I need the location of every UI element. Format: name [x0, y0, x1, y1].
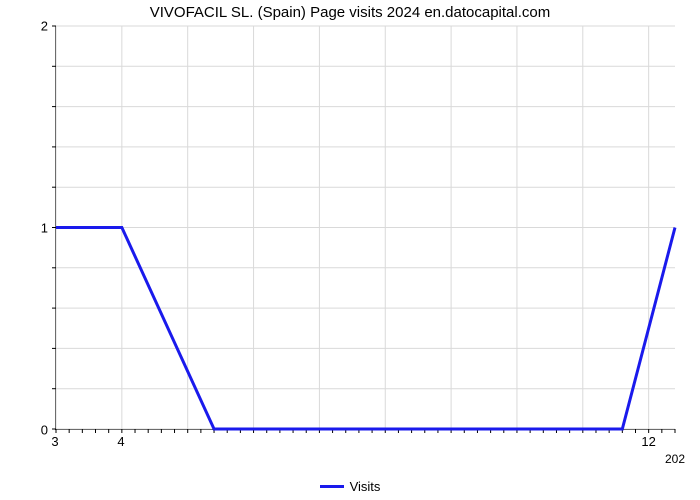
x-sub-label: 202 [665, 452, 685, 466]
y-tick-label: 1 [8, 221, 48, 236]
legend: Visits [0, 478, 700, 494]
chart-title: VIVOFACIL SL. (Spain) Page visits 2024 e… [0, 4, 700, 21]
legend-label: Visits [350, 479, 381, 494]
x-tick-label: 3 [51, 434, 58, 449]
x-tick-label: 4 [117, 434, 124, 449]
x-tick-label: 12 [641, 434, 655, 449]
y-tick-label: 0 [8, 423, 48, 438]
chart-container: VIVOFACIL SL. (Spain) Page visits 2024 e… [0, 0, 700, 500]
y-tick-label: 2 [8, 19, 48, 34]
plot-area [55, 26, 675, 430]
plot-svg [56, 26, 675, 429]
legend-swatch [320, 485, 344, 488]
